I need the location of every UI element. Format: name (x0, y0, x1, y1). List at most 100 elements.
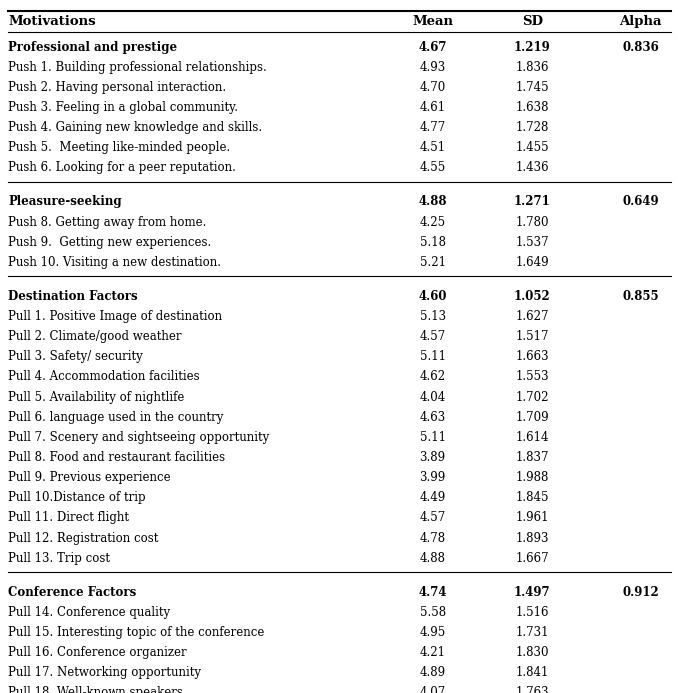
Text: 5.21: 5.21 (420, 256, 445, 269)
Text: 1.702: 1.702 (515, 391, 549, 403)
Text: Push 5.  Meeting like-minded people.: Push 5. Meeting like-minded people. (8, 141, 231, 155)
Text: 1.893: 1.893 (515, 532, 549, 545)
Text: 1.627: 1.627 (515, 310, 549, 323)
Text: 0.912: 0.912 (622, 586, 659, 599)
Text: Mean: Mean (412, 15, 453, 28)
Text: 1.667: 1.667 (515, 552, 549, 565)
Text: Alpha: Alpha (620, 15, 662, 28)
Text: 4.60: 4.60 (418, 290, 447, 303)
Text: 1.553: 1.553 (515, 371, 549, 383)
Text: 4.70: 4.70 (420, 81, 445, 94)
Text: 1.517: 1.517 (515, 330, 549, 343)
Text: Push 10. Visiting a new destination.: Push 10. Visiting a new destination. (8, 256, 221, 269)
Text: 1.763: 1.763 (515, 687, 549, 693)
Text: 4.63: 4.63 (420, 411, 445, 423)
Text: 5.18: 5.18 (420, 236, 445, 249)
Text: 1.988: 1.988 (515, 471, 549, 484)
Text: 1.455: 1.455 (515, 141, 549, 155)
Text: 1.709: 1.709 (515, 411, 549, 423)
Text: Pull 17. Networking opportunity: Pull 17. Networking opportunity (8, 666, 201, 679)
Text: 5.11: 5.11 (420, 431, 445, 444)
Text: SD: SD (522, 15, 542, 28)
Text: Push 6. Looking for a peer reputation.: Push 6. Looking for a peer reputation. (8, 161, 236, 175)
Text: 3.89: 3.89 (420, 451, 445, 464)
Text: 4.61: 4.61 (420, 101, 445, 114)
Text: Pull 8. Food and restaurant facilities: Pull 8. Food and restaurant facilities (8, 451, 225, 464)
Text: 1.728: 1.728 (515, 121, 549, 134)
Text: 0.836: 0.836 (622, 41, 659, 53)
Text: 4.89: 4.89 (420, 666, 445, 679)
Text: Pull 11. Direct flight: Pull 11. Direct flight (8, 511, 129, 525)
Text: Pull 16. Conference organizer: Pull 16. Conference organizer (8, 646, 186, 659)
Text: 4.88: 4.88 (420, 552, 445, 565)
Text: 1.745: 1.745 (515, 81, 549, 94)
Text: 4.57: 4.57 (420, 330, 445, 343)
Text: Pull 1. Positive Image of destination: Pull 1. Positive Image of destination (8, 310, 222, 323)
Text: Pull 2. Climate/good weather: Pull 2. Climate/good weather (8, 330, 182, 343)
Text: 4.25: 4.25 (420, 216, 445, 229)
Text: Professional and prestige: Professional and prestige (8, 41, 177, 53)
Text: 1.516: 1.516 (515, 606, 549, 619)
Text: Pull 4. Accommodation facilities: Pull 4. Accommodation facilities (8, 371, 200, 383)
Text: Pull 5. Availability of nightlife: Pull 5. Availability of nightlife (8, 391, 184, 403)
Text: Pull 18. Well-known speakers: Pull 18. Well-known speakers (8, 687, 183, 693)
Text: 1.436: 1.436 (515, 161, 549, 175)
Text: Pull 9. Previous experience: Pull 9. Previous experience (8, 471, 171, 484)
Text: Pull 14. Conference quality: Pull 14. Conference quality (8, 606, 170, 619)
Text: 4.04: 4.04 (420, 391, 445, 403)
Text: 1.841: 1.841 (515, 666, 549, 679)
Text: 4.74: 4.74 (418, 586, 447, 599)
Text: 1.052: 1.052 (514, 290, 551, 303)
Text: 4.57: 4.57 (420, 511, 445, 525)
Text: Pull 15. Interesting topic of the conference: Pull 15. Interesting topic of the confer… (8, 626, 264, 639)
Text: 1.836: 1.836 (515, 61, 549, 73)
Text: 4.62: 4.62 (420, 371, 445, 383)
Text: 1.845: 1.845 (515, 491, 549, 505)
Text: 0.855: 0.855 (622, 290, 659, 303)
Text: Pull 7. Scenery and sightseeing opportunity: Pull 7. Scenery and sightseeing opportun… (8, 431, 269, 444)
Text: 0.649: 0.649 (622, 195, 659, 209)
Text: Motivations: Motivations (8, 15, 96, 28)
Text: Pleasure-seeking: Pleasure-seeking (8, 195, 122, 209)
Text: 1.837: 1.837 (515, 451, 549, 464)
Text: 1.649: 1.649 (515, 256, 549, 269)
Text: Pull 13. Trip cost: Pull 13. Trip cost (8, 552, 110, 565)
Text: 1.961: 1.961 (515, 511, 549, 525)
Text: Push 9.  Getting new experiences.: Push 9. Getting new experiences. (8, 236, 212, 249)
Text: Push 3. Feeling in a global community.: Push 3. Feeling in a global community. (8, 101, 238, 114)
Text: 4.49: 4.49 (420, 491, 445, 505)
Text: 3.99: 3.99 (420, 471, 445, 484)
Text: 1.731: 1.731 (515, 626, 549, 639)
Text: 1.830: 1.830 (515, 646, 549, 659)
Text: Push 2. Having personal interaction.: Push 2. Having personal interaction. (8, 81, 226, 94)
Text: 1.663: 1.663 (515, 351, 549, 363)
Text: Destination Factors: Destination Factors (8, 290, 138, 303)
Text: 4.78: 4.78 (420, 532, 445, 545)
Text: 5.11: 5.11 (420, 351, 445, 363)
Text: 1.219: 1.219 (514, 41, 551, 53)
Text: 1.271: 1.271 (514, 195, 551, 209)
Text: 4.21: 4.21 (420, 646, 445, 659)
Text: 1.497: 1.497 (514, 586, 551, 599)
Text: 1.780: 1.780 (515, 216, 549, 229)
Text: 5.58: 5.58 (420, 606, 445, 619)
Text: 4.51: 4.51 (420, 141, 445, 155)
Text: Pull 3. Safety/ security: Pull 3. Safety/ security (8, 351, 143, 363)
Text: Push 1. Building professional relationships.: Push 1. Building professional relationsh… (8, 61, 267, 73)
Text: 4.07: 4.07 (420, 687, 445, 693)
Text: 1.614: 1.614 (515, 431, 549, 444)
Text: 4.67: 4.67 (418, 41, 447, 53)
Text: Pull 12. Registration cost: Pull 12. Registration cost (8, 532, 159, 545)
Text: 4.55: 4.55 (420, 161, 445, 175)
Text: 4.77: 4.77 (420, 121, 445, 134)
Text: Pull 6. language used in the country: Pull 6. language used in the country (8, 411, 224, 423)
Text: Conference Factors: Conference Factors (8, 586, 136, 599)
Text: Pull 10.Distance of trip: Pull 10.Distance of trip (8, 491, 146, 505)
Text: 4.88: 4.88 (418, 195, 447, 209)
Text: 1.537: 1.537 (515, 236, 549, 249)
Text: 5.13: 5.13 (420, 310, 445, 323)
Text: Push 4. Gaining new knowledge and skills.: Push 4. Gaining new knowledge and skills… (8, 121, 262, 134)
Text: 4.93: 4.93 (420, 61, 445, 73)
Text: 4.95: 4.95 (420, 626, 445, 639)
Text: Push 8. Getting away from home.: Push 8. Getting away from home. (8, 216, 207, 229)
